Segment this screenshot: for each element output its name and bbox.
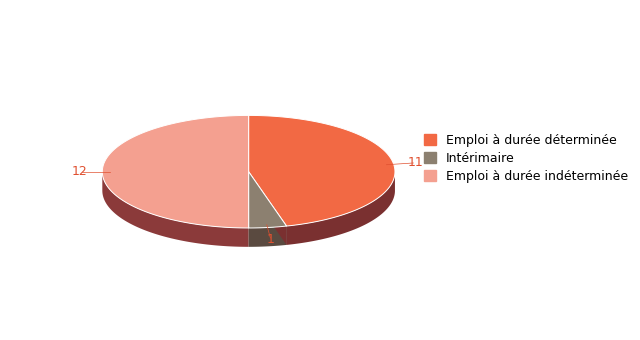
Polygon shape [102, 172, 249, 247]
Polygon shape [287, 172, 395, 245]
Polygon shape [249, 172, 287, 228]
Polygon shape [102, 115, 249, 228]
Text: 12: 12 [72, 165, 88, 178]
Text: 11: 11 [408, 156, 424, 169]
Text: 1: 1 [267, 233, 275, 246]
Polygon shape [249, 172, 287, 245]
Legend: Emploi à durée déterminée, Intérimaire, Emploi à durée indéterminée: Emploi à durée déterminée, Intérimaire, … [424, 134, 628, 183]
Polygon shape [249, 226, 287, 247]
Polygon shape [249, 115, 395, 226]
Polygon shape [249, 172, 287, 245]
